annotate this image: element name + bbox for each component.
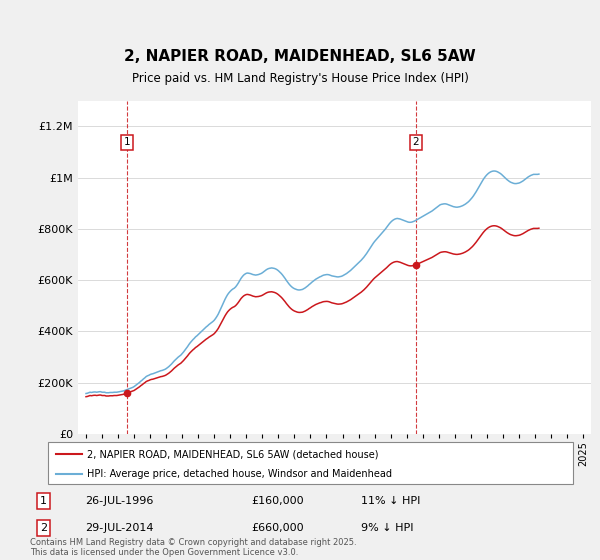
Text: 26-JUL-1996: 26-JUL-1996 — [85, 496, 154, 506]
Text: £660,000: £660,000 — [251, 523, 304, 533]
Text: 1: 1 — [124, 137, 131, 147]
Text: 11% ↓ HPI: 11% ↓ HPI — [361, 496, 421, 506]
Text: £160,000: £160,000 — [251, 496, 304, 506]
Text: 2: 2 — [40, 523, 47, 533]
Text: 9% ↓ HPI: 9% ↓ HPI — [361, 523, 414, 533]
Text: HPI: Average price, detached house, Windsor and Maidenhead: HPI: Average price, detached house, Wind… — [88, 469, 392, 479]
FancyBboxPatch shape — [48, 442, 573, 484]
Text: 1: 1 — [40, 496, 47, 506]
Text: Contains HM Land Registry data © Crown copyright and database right 2025.
This d: Contains HM Land Registry data © Crown c… — [30, 538, 356, 557]
Text: Price paid vs. HM Land Registry's House Price Index (HPI): Price paid vs. HM Land Registry's House … — [131, 72, 469, 85]
Text: 29-JUL-2014: 29-JUL-2014 — [85, 523, 154, 533]
Text: 2, NAPIER ROAD, MAIDENHEAD, SL6 5AW (detached house): 2, NAPIER ROAD, MAIDENHEAD, SL6 5AW (det… — [88, 449, 379, 459]
Text: 2, NAPIER ROAD, MAIDENHEAD, SL6 5AW: 2, NAPIER ROAD, MAIDENHEAD, SL6 5AW — [124, 49, 476, 64]
Text: 2: 2 — [412, 137, 419, 147]
